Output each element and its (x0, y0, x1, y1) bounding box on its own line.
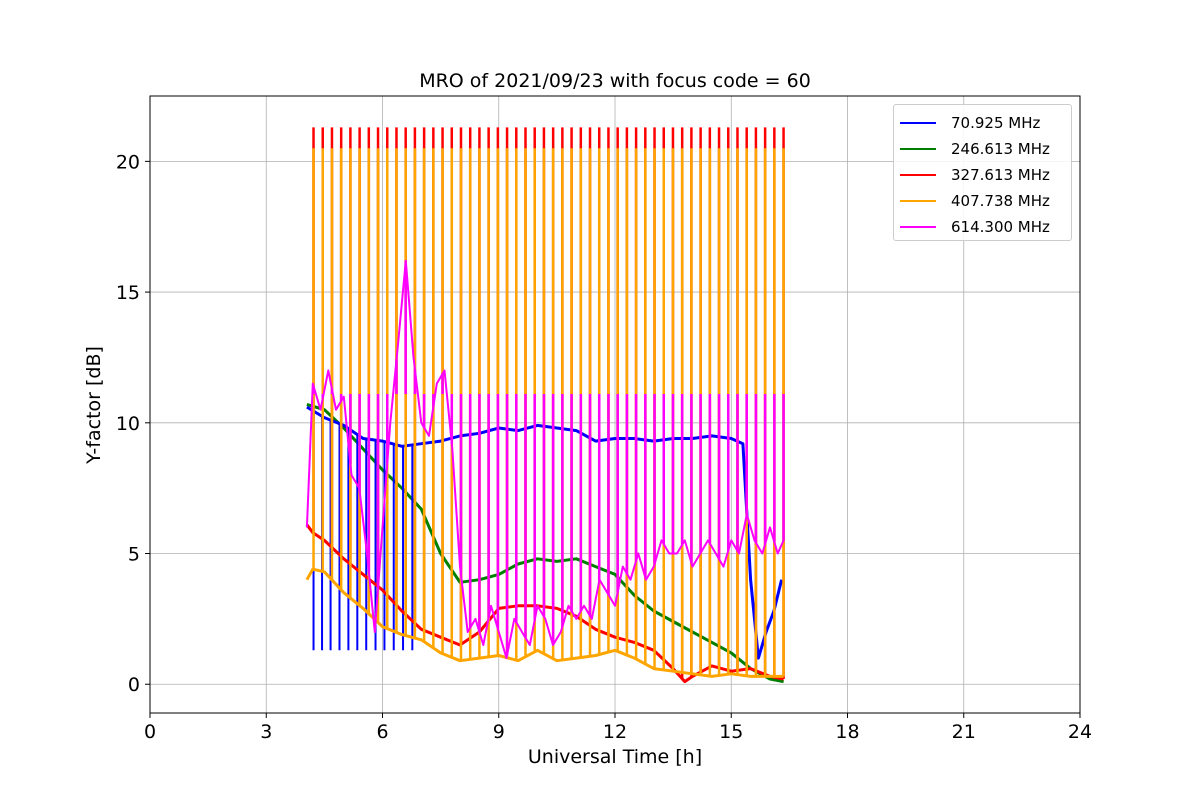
axis-ticks: 0 3 6 9 12 15 18 21 24 0 5 10 15 20 (116, 151, 1092, 743)
series-line (305, 523, 784, 684)
series-line (305, 259, 785, 660)
x-tick-label: 0 (144, 721, 156, 743)
series-layer (305, 127, 785, 684)
legend-entry: 327.613 MHz (894, 162, 1071, 188)
series-line (305, 567, 784, 678)
chart-title: MRO of 2021/09/23 with focus code = 60 (419, 70, 811, 92)
x-tick-label: 6 (376, 721, 388, 743)
legend-swatch (900, 226, 936, 228)
legend-label: 327.613 MHz (951, 166, 1050, 184)
x-tick-label: 21 (952, 721, 976, 743)
legend-entry: 614.300 MHz (894, 214, 1071, 240)
x-axis-label: Universal Time [h] (528, 746, 702, 768)
x-tick-label: 24 (1068, 721, 1092, 743)
series-614-300-mhz (305, 259, 785, 660)
legend-swatch (900, 148, 936, 150)
legend-label: 246.613 MHz (951, 140, 1050, 158)
legend-entry: 407.738 MHz (894, 188, 1071, 214)
y-tick-label: 5 (128, 544, 140, 566)
legend-label: 614.300 MHz (951, 218, 1050, 236)
legend: 70.925 MHz 246.613 MHz 327.613 MHz 407.7… (893, 104, 1072, 241)
y-axis-label: Y-factor [dB] (83, 346, 105, 465)
y-tick-label: 0 (128, 674, 140, 696)
x-tick-label: 3 (260, 721, 272, 743)
x-tick-label: 18 (835, 721, 859, 743)
legend-swatch (900, 122, 936, 124)
x-tick-label: 12 (603, 721, 627, 743)
y-tick-label: 15 (116, 282, 140, 304)
legend-entry: 70.925 MHz (894, 110, 1071, 136)
x-tick-label: 9 (493, 721, 505, 743)
y-tick-label: 20 (116, 151, 140, 173)
x-tick-label: 15 (719, 721, 743, 743)
y-tick-label: 10 (116, 413, 140, 435)
legend-label: 70.925 MHz (951, 114, 1041, 132)
legend-swatch (900, 200, 936, 202)
legend-entry: 246.613 MHz (894, 136, 1071, 162)
legend-swatch (900, 174, 936, 176)
legend-label: 407.738 MHz (951, 192, 1050, 210)
